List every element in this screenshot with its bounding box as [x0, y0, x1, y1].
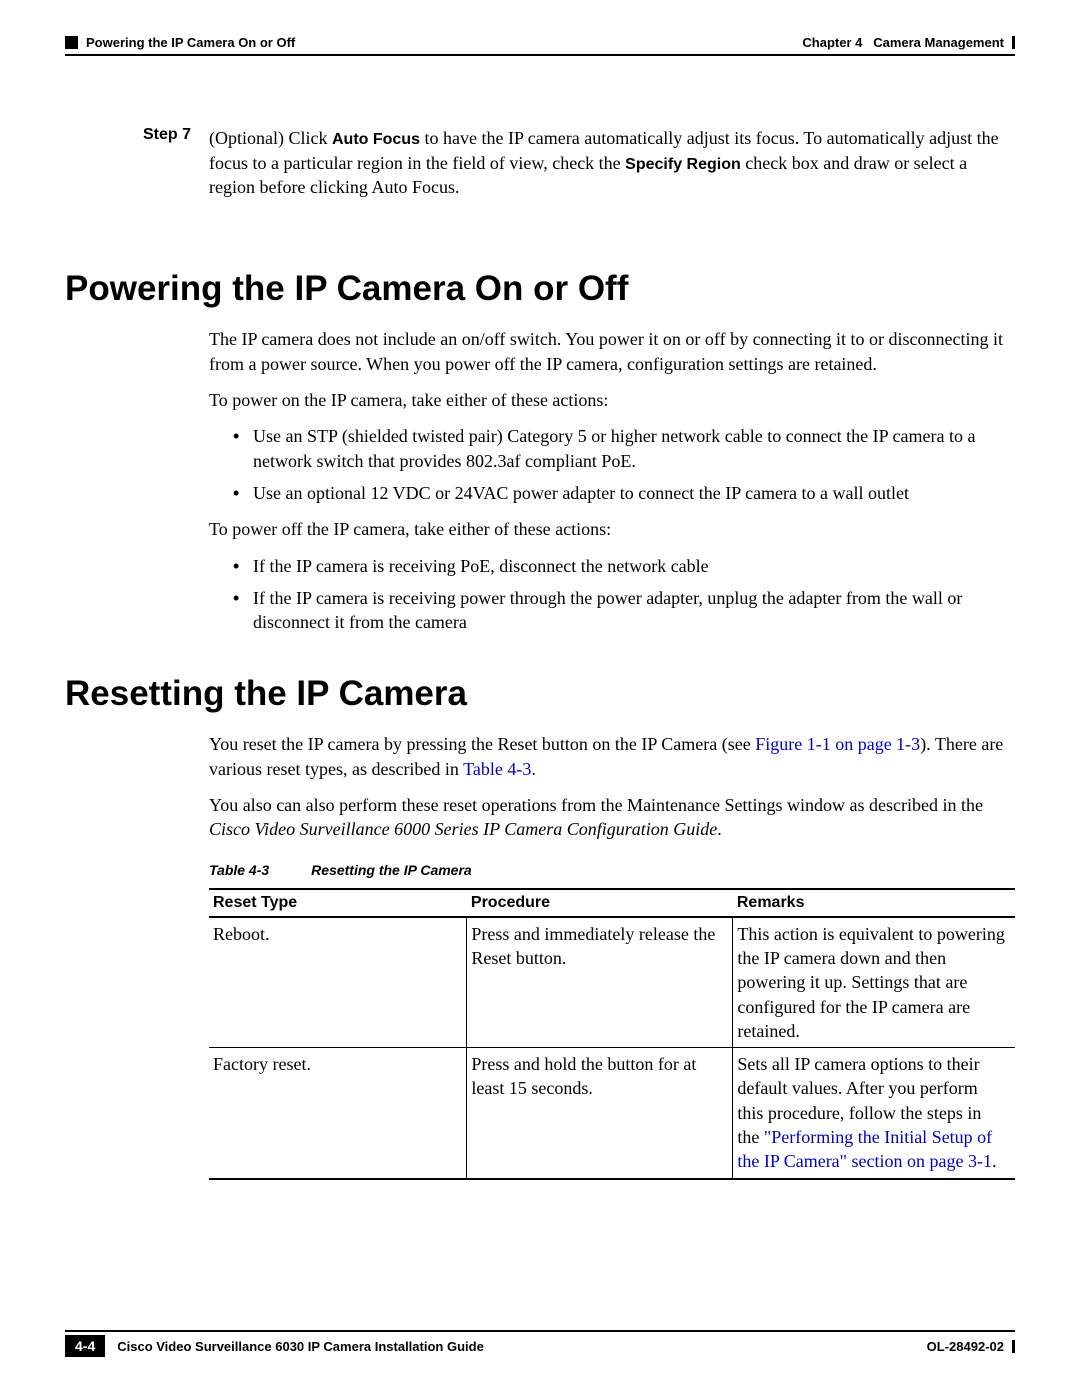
cell-type: Reboot.: [209, 917, 467, 1048]
col-procedure: Procedure: [467, 889, 733, 917]
powering-para2: To power on the IP camera, take either o…: [209, 388, 1015, 412]
step-text: (Optional) Click Auto Focus to have the …: [209, 126, 1015, 199]
caption-title: Resetting the IP Camera: [311, 862, 472, 878]
header-chapter: Chapter 4 Camera Management: [802, 35, 1004, 50]
heading-resetting: Resetting the IP Camera: [65, 674, 1015, 714]
setup-link[interactable]: "Performing the Initial Setup of the IP …: [737, 1127, 992, 1171]
p2a: You also can also perform these reset op…: [209, 795, 983, 815]
resetting-para1: You reset the IP camera by pressing the …: [209, 732, 1015, 781]
footer-left: 4-4 Cisco Video Surveillance 6030 IP Cam…: [65, 1335, 484, 1357]
cell-type: Factory reset.: [209, 1048, 467, 1179]
table-link[interactable]: Table 4-3: [463, 759, 531, 779]
header-right: Chapter 4 Camera Management: [802, 35, 1015, 50]
p1c: .: [531, 759, 536, 779]
header-bar-icon: [1012, 36, 1015, 49]
table-caption: Table 4-3 Resetting the IP Camera: [209, 862, 1015, 878]
cell-procedure: Press and hold the button for at least 1…: [467, 1048, 733, 1179]
caption-label: Table 4-3: [209, 862, 269, 878]
chapter-label: Chapter 4: [802, 35, 862, 50]
header-rule: [65, 54, 1015, 56]
cell-procedure: Press and immediately release the Reset …: [467, 917, 733, 1048]
chapter-title: Camera Management: [873, 35, 1004, 50]
power-on-list: Use an STP (shielded twisted pair) Categ…: [233, 424, 1015, 505]
figure-link[interactable]: Figure 1-1 on page 1-3: [755, 734, 920, 754]
header-marker-icon: [65, 36, 78, 49]
col-remarks: Remarks: [733, 889, 1015, 917]
footer-rule: [65, 1330, 1015, 1332]
col-reset-type: Reset Type: [209, 889, 467, 917]
footer-bar-icon: [1012, 1340, 1015, 1353]
t1: (Optional) Click: [209, 128, 332, 148]
guide-title-italic: Cisco Video Surveillance 6000 Series IP …: [209, 819, 717, 839]
specify-region-bold: Specify Region: [625, 156, 741, 173]
powering-para3: To power off the IP camera, take either …: [209, 517, 1015, 541]
footer-doc-title: Cisco Video Surveillance 6030 IP Camera …: [117, 1339, 484, 1354]
power-off-list: If the IP camera is receiving PoE, disco…: [233, 554, 1015, 635]
cell-remarks: This action is equivalent to powering th…: [733, 917, 1015, 1048]
page-number: 4-4: [65, 1335, 105, 1357]
p1a: You reset the IP camera by pressing the …: [209, 734, 755, 754]
auto-focus-bold: Auto Focus: [332, 131, 420, 148]
list-item: Use an optional 12 VDC or 24VAC power ad…: [233, 481, 1015, 505]
list-item: If the IP camera is receiving power thro…: [233, 586, 1015, 635]
powering-para1: The IP camera does not include an on/off…: [209, 327, 1015, 376]
table-row: Factory reset. Press and hold the button…: [209, 1048, 1015, 1179]
list-item: If the IP camera is receiving PoE, disco…: [233, 554, 1015, 578]
heading-powering: Powering the IP Camera On or Off: [65, 269, 1015, 309]
running-header: Powering the IP Camera On or Off Chapter…: [65, 35, 1015, 50]
resetting-para2: You also can also perform these reset op…: [209, 793, 1015, 842]
step-label: Step 7: [143, 126, 209, 199]
footer: 4-4 Cisco Video Surveillance 6030 IP Cam…: [65, 1330, 1015, 1357]
section-powering-body: The IP camera does not include an on/off…: [209, 327, 1015, 634]
footer-right: OL-28492-02: [927, 1339, 1015, 1354]
list-item: Use an STP (shielded twisted pair) Categ…: [233, 424, 1015, 473]
section-resetting-body: You reset the IP camera by pressing the …: [209, 732, 1015, 1179]
footer-doc-id: OL-28492-02: [927, 1339, 1004, 1354]
table-row: Reboot. Press and immediately release th…: [209, 917, 1015, 1048]
step-7-block: Step 7 (Optional) Click Auto Focus to ha…: [143, 126, 1015, 199]
reset-table: Reset Type Procedure Remarks Reboot. Pre…: [209, 888, 1015, 1180]
rb: .: [992, 1151, 997, 1171]
table-header-row: Reset Type Procedure Remarks: [209, 889, 1015, 917]
header-section-title: Powering the IP Camera On or Off: [86, 35, 295, 50]
p2b: .: [717, 819, 722, 839]
header-left: Powering the IP Camera On or Off: [65, 35, 295, 50]
cell-remarks: Sets all IP camera options to their defa…: [733, 1048, 1015, 1179]
